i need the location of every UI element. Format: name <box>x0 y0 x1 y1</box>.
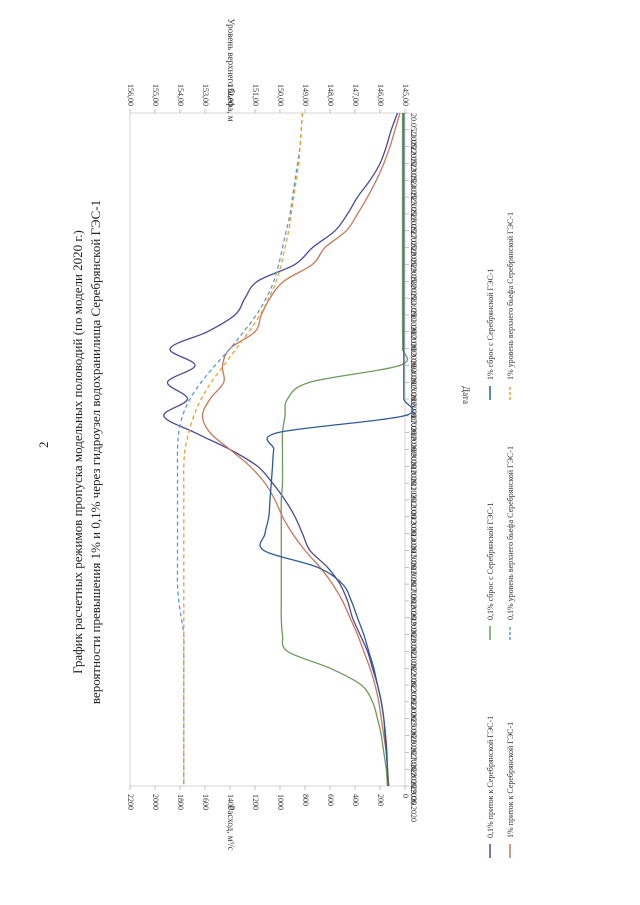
y-left-tick-label: 1800 <box>176 794 185 810</box>
x-tick-label: 01.06.2020 <box>409 315 418 351</box>
x-tick-label: 02.06.2020 <box>409 332 418 368</box>
x-tick-label: 07.06.2020 <box>409 416 418 452</box>
legend-label: 1% уровень верхнего бьефа Серебрянской Г… <box>506 212 515 380</box>
y-left-tick-label: 800 <box>301 794 310 806</box>
y-right-tick-label: 149,00 <box>301 84 310 106</box>
y-left-tick-label: 0 <box>401 794 410 798</box>
x-tick-label: 25.06.2020 <box>409 719 418 755</box>
x-tick-label: 12.06.2020 <box>409 500 418 536</box>
y-left-tick-label: 1400 <box>226 794 235 810</box>
x-tick-label: 21.06.2020 <box>409 651 418 687</box>
x-tick-label: 26.05.2020 <box>409 214 418 250</box>
x-tick-label: 20.06.2020 <box>409 635 418 671</box>
x-tick-label: 06.06.2020 <box>409 399 418 435</box>
x-tick-label: 29.06.2020 <box>409 786 418 822</box>
legend-label: 1% приток к Серебрянской ГЭС-1 <box>506 722 515 838</box>
axes: 20.05.202021.05.202022.05.202023.05.2020… <box>126 19 471 851</box>
x-tick-label: 04.06.2020 <box>409 365 418 401</box>
x-tick-label: 27.06.2020 <box>409 752 418 788</box>
x-axis-title: Дата <box>461 386 471 404</box>
y-left-tick-label: 2000 <box>151 794 160 810</box>
y-left-tick-label: 1200 <box>251 794 260 810</box>
x-tick-label: 22.05.2020 <box>409 147 418 183</box>
x-tick-label: 16.06.2020 <box>409 567 418 603</box>
series-layer <box>163 112 414 787</box>
x-tick-label: 24.05.2020 <box>409 180 418 216</box>
x-tick-label: 10.06.2020 <box>409 466 418 502</box>
x-tick-label: 17.06.2020 <box>409 584 418 620</box>
chart-title: График расчетных режимов пропуска модель… <box>70 200 103 704</box>
x-tick-label: 23.06.2020 <box>409 685 418 721</box>
x-tick-label: 30.05.2020 <box>409 281 418 317</box>
chart-title-line-2: вероятности превышения 1% и 0,1% через г… <box>88 200 103 704</box>
x-tick-label: 22.06.2020 <box>409 668 418 704</box>
y-left-axis-title: Расход, м³/с <box>226 805 236 850</box>
legend: 0,1% приток к Серебрянской ГЭС-1 0,1% сбр… <box>486 212 515 858</box>
x-tick-label: 31.05.2020 <box>409 298 418 334</box>
chart-title-line-1: График расчетных режимов пропуска модель… <box>70 230 85 674</box>
x-tick-label: 23.05.2020 <box>409 163 418 199</box>
x-tick-label: 20.05.2020 <box>409 113 418 149</box>
x-tick-label: 14.06.2020 <box>409 534 418 570</box>
x-tick-label: 05.06.2020 <box>409 382 418 418</box>
x-tick-label: 25.05.2020 <box>409 197 418 233</box>
x-tick-label: 27.05.2020 <box>409 231 418 267</box>
legend-label: 0,1% уровень верхнего бьефа Серебрянской… <box>506 446 515 620</box>
x-tick-label: 29.05.2020 <box>409 264 418 300</box>
y-left-tick-label: 400 <box>351 794 360 806</box>
series-line-5 <box>176 112 304 786</box>
x-tick-label: 18.06.2020 <box>409 601 418 637</box>
x-tick-label: 28.05.2020 <box>409 248 418 284</box>
series-line-1 <box>163 112 399 787</box>
y-right-tick-label: 150,00 <box>276 84 285 106</box>
y-right-tick-label: 145,00 <box>401 84 410 106</box>
y-left-tick-label: 1600 <box>201 794 210 810</box>
y-right-tick-label: 151,00 <box>251 84 260 106</box>
series-line-4 <box>259 113 414 787</box>
x-tick-label: 19.06.2020 <box>409 618 418 654</box>
x-tick-label: 08.06.2020 <box>409 433 418 469</box>
y-right-tick-label: 148,00 <box>326 84 335 106</box>
legend-label: 0,1% сброс с Серебрянской ГЭС-1 <box>486 503 495 620</box>
series-line-3 <box>201 112 401 787</box>
x-tick-label: 24.06.2020 <box>409 702 418 738</box>
y-left-tick-label: 2200 <box>126 794 135 810</box>
legend-label: 1% сброс с Серебрянской ГЭС-1 <box>486 269 495 380</box>
x-tick-label: 26.06.2020 <box>409 736 418 772</box>
x-tick-label: 28.06.2020 <box>409 769 418 805</box>
y-left-tick-label: 600 <box>326 794 335 806</box>
y-left-tick-label: 1000 <box>276 794 285 810</box>
x-tick-label: 09.06.2020 <box>409 450 418 486</box>
plot-frame <box>129 112 406 787</box>
y-right-tick-label: 147,00 <box>351 84 360 106</box>
legend-label: 0,1% приток к Серебрянской ГЭС-1 <box>486 716 495 838</box>
x-tick-label: 03.06.2020 <box>409 349 418 385</box>
y-right-tick-label: 155,00 <box>151 84 160 106</box>
y-right-tick-label: 146,00 <box>376 84 385 106</box>
y-left-tick-label: 200 <box>376 794 385 806</box>
series-line-6 <box>183 112 304 786</box>
series-line-2 <box>280 113 409 787</box>
y-right-tick-label: 153,00 <box>201 84 210 106</box>
x-tick-label: 21.05.2020 <box>409 130 418 166</box>
x-tick-label: 15.06.2020 <box>409 550 418 586</box>
x-tick-label: 13.06.2020 <box>409 517 418 553</box>
x-tick-label: 11.06.2020 <box>409 483 418 519</box>
y-right-tick-label: 152,00 <box>226 84 235 106</box>
y-right-axis-title: Уровень верхнего бьефа, м <box>226 19 236 122</box>
y-right-tick-label: 154,00 <box>176 84 185 106</box>
y-right-tick-label: 156,00 <box>126 84 135 106</box>
